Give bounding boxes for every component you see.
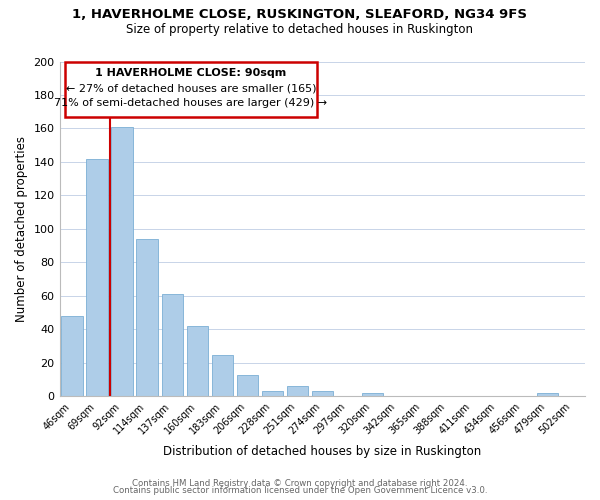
Text: 1 HAVERHOLME CLOSE: 90sqm: 1 HAVERHOLME CLOSE: 90sqm bbox=[95, 68, 287, 78]
Text: Contains public sector information licensed under the Open Government Licence v3: Contains public sector information licen… bbox=[113, 486, 487, 495]
Bar bbox=[362, 393, 383, 396]
Text: Contains HM Land Registry data © Crown copyright and database right 2024.: Contains HM Land Registry data © Crown c… bbox=[132, 478, 468, 488]
Bar bbox=[136, 239, 158, 396]
Text: Size of property relative to detached houses in Ruskington: Size of property relative to detached ho… bbox=[127, 22, 473, 36]
Bar bbox=[212, 354, 233, 397]
Text: ← 27% of detached houses are smaller (165): ← 27% of detached houses are smaller (16… bbox=[65, 84, 316, 94]
Bar bbox=[187, 326, 208, 396]
Bar bbox=[112, 127, 133, 396]
FancyBboxPatch shape bbox=[65, 62, 317, 117]
X-axis label: Distribution of detached houses by size in Ruskington: Distribution of detached houses by size … bbox=[163, 444, 481, 458]
Bar bbox=[262, 392, 283, 396]
Bar bbox=[236, 374, 258, 396]
Bar bbox=[161, 294, 183, 396]
Bar bbox=[61, 316, 83, 396]
Bar bbox=[537, 393, 558, 396]
Bar bbox=[86, 158, 108, 396]
Text: 1, HAVERHOLME CLOSE, RUSKINGTON, SLEAFORD, NG34 9FS: 1, HAVERHOLME CLOSE, RUSKINGTON, SLEAFOR… bbox=[73, 8, 527, 20]
Y-axis label: Number of detached properties: Number of detached properties bbox=[15, 136, 28, 322]
Bar bbox=[311, 392, 333, 396]
Text: 71% of semi-detached houses are larger (429) →: 71% of semi-detached houses are larger (… bbox=[55, 98, 328, 108]
Bar bbox=[287, 386, 308, 396]
